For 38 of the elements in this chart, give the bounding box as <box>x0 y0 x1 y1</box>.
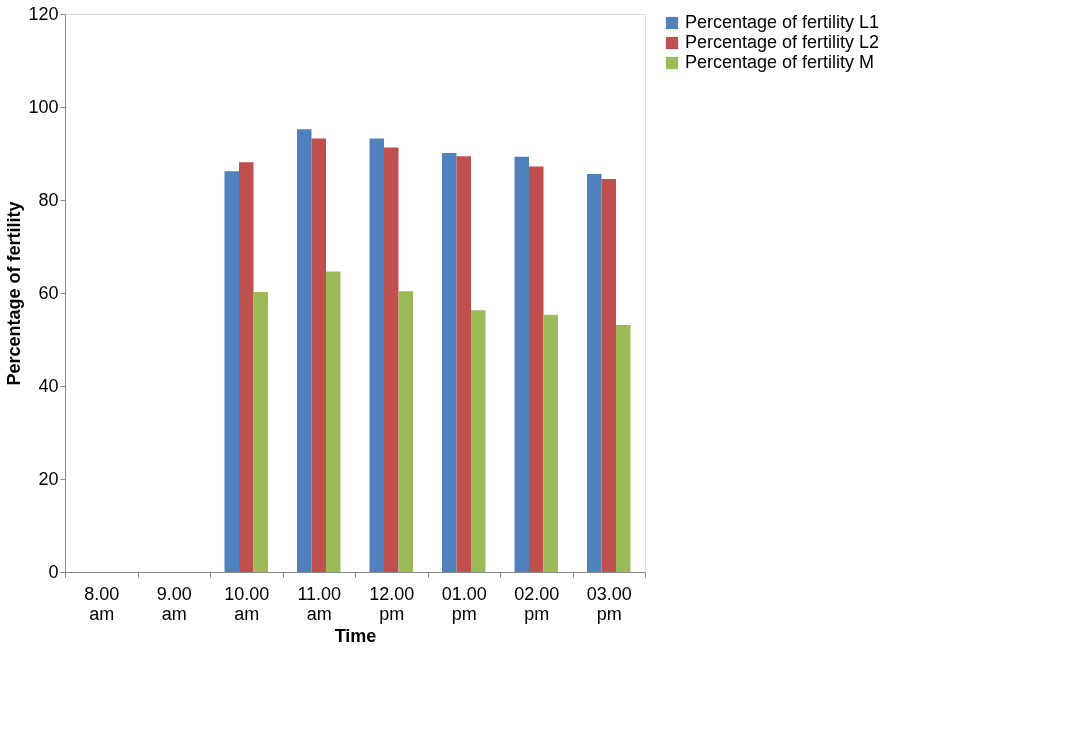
bar <box>326 271 341 572</box>
y-tick-label: 40 <box>38 375 59 396</box>
y-tick-label: 120 <box>28 3 59 24</box>
bar <box>456 156 471 572</box>
legend-label: Percentage of fertility L2 <box>685 32 880 52</box>
bar <box>587 173 602 572</box>
x-axis-title: Time <box>334 625 377 646</box>
y-tick-label: 20 <box>38 468 59 489</box>
bar <box>239 162 254 572</box>
y-axis-title: Percentage of fertility <box>4 201 25 386</box>
y-tick-label: 60 <box>38 282 59 303</box>
y-tick-label: 0 <box>48 561 59 582</box>
x-tick-label: 01.00 pm <box>441 583 487 624</box>
x-tick-label: 9.00 am <box>156 583 192 624</box>
bar <box>514 156 529 572</box>
bar <box>529 166 544 572</box>
bar <box>224 171 239 572</box>
x-tick-label: 12.00 pm <box>369 583 415 624</box>
bar <box>601 179 616 572</box>
bar <box>616 325 631 572</box>
x-tick-label: 8.00 am <box>84 583 120 624</box>
y-tick-label: 80 <box>38 189 59 210</box>
bar <box>369 138 384 572</box>
legend-label: Percentage of fertility M <box>685 52 875 72</box>
bar <box>311 138 326 572</box>
bar <box>471 310 486 572</box>
x-tick-label: 03.00 pm <box>586 583 632 624</box>
bar <box>384 147 399 572</box>
x-tick-label: 10.00 am <box>224 583 270 624</box>
x-tick-label: 11.00 am <box>297 583 342 624</box>
y-tick-label: 100 <box>28 96 59 117</box>
legend-label: Percentage of fertility L1 <box>685 12 880 32</box>
x-tick-label: 02.00 pm <box>514 583 560 624</box>
bar <box>398 291 413 572</box>
bar <box>442 153 457 572</box>
bar <box>543 314 558 572</box>
bar <box>253 292 268 572</box>
bar <box>297 129 312 572</box>
